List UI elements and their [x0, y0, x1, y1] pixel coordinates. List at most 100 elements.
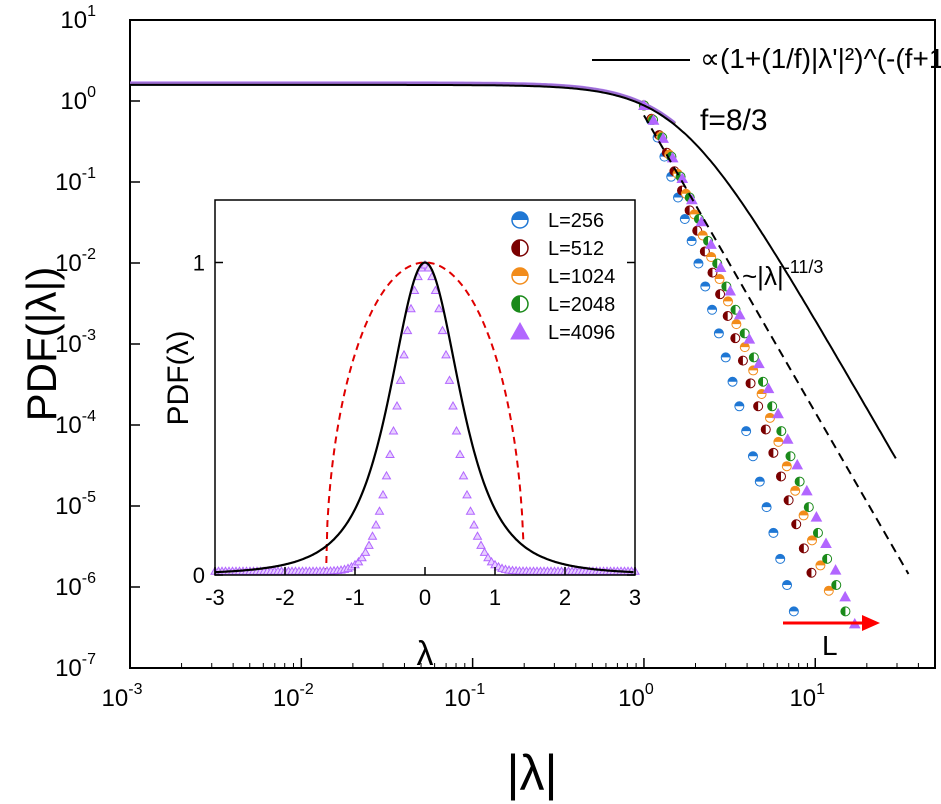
marker-fill: [714, 328, 724, 334]
legend-label-L=2048: L=2048: [548, 294, 615, 316]
main-point-L=4096: [762, 382, 775, 394]
inset-y-tick-label: 1: [193, 251, 205, 276]
main-power-law-line: [643, 114, 910, 575]
inset-y-tick-label: 0: [193, 563, 205, 588]
main-point-L=2048: [794, 476, 805, 487]
f-value-label: f=8/3: [700, 104, 768, 137]
inset-data-point: [381, 470, 392, 480]
marker-fill: [730, 333, 736, 343]
marker-fill: [753, 401, 759, 411]
inset-data-point: [388, 426, 399, 435]
marker-fill: [712, 259, 718, 269]
inset-data-point: [364, 540, 374, 549]
main-point-L=4096: [705, 238, 717, 249]
inset-data-point: [479, 547, 490, 556]
main-series-band-L=4096: [130, 81, 676, 124]
marker-fill: [776, 426, 782, 436]
inset-data-point: [378, 489, 388, 499]
inset-legend: L=256 L=512 L=1024 L=2048 L=4096: [510, 210, 615, 344]
main-point-L=1024: [722, 296, 733, 307]
main-y-tick-base: 10: [55, 574, 82, 601]
marker-fill: [694, 214, 699, 224]
marker-fill: [723, 311, 728, 321]
main-point-L=1024: [764, 412, 775, 423]
inset-data-point: [392, 401, 402, 410]
marker-fill: [731, 305, 736, 315]
marker-fill: [706, 252, 716, 258]
marker-fill: [698, 230, 708, 236]
main-point-L=2048: [785, 451, 796, 462]
main-point-L=4096: [791, 458, 804, 470]
main-y-tick-base: 10: [60, 88, 87, 115]
main-y-tick-exp: 1: [87, 3, 96, 20]
main-point-L=256: [720, 352, 731, 363]
marker-fill: [840, 606, 846, 616]
main-point-L=256: [734, 401, 745, 412]
main-point-L=2048: [776, 426, 787, 437]
inset-data-point: [374, 506, 385, 515]
main-x-tick-base: 10: [102, 685, 129, 712]
marker-fill: [715, 289, 721, 299]
main-point-L=1024: [823, 585, 834, 596]
main-x-tick-label: 10-1: [444, 681, 485, 712]
marker-fill: [740, 328, 745, 338]
inset-data-point: [451, 426, 462, 435]
main-point-L=256: [754, 476, 765, 487]
main-x-tick-base: 10: [789, 685, 816, 712]
marker-fill: [723, 296, 733, 302]
legend-marker-L=2048: [511, 295, 529, 313]
marker-fill: [746, 378, 751, 388]
inset-data-point: [469, 519, 479, 529]
main-point-L=512: [798, 543, 809, 554]
legend-label-L=512: L=512: [548, 238, 604, 260]
main-point-L=512: [737, 355, 748, 366]
legend-marker-fill: [512, 268, 528, 276]
main-y-tick-base: 10: [55, 493, 82, 520]
marker-fill: [791, 519, 797, 529]
L-arrow-head: [862, 615, 880, 631]
marker-fill: [703, 236, 709, 246]
marker-fill: [692, 226, 698, 236]
main-point-L=2048: [767, 401, 778, 412]
marker-fill: [685, 205, 690, 215]
main-y-tick-label: 101: [60, 3, 96, 34]
main-point-L=1024: [807, 535, 818, 546]
inset-data-point: [353, 556, 364, 566]
main-point-L=512: [768, 447, 779, 458]
main-point-L=1024: [781, 461, 792, 472]
inset-fit-curve: [214, 261, 634, 574]
main-point-L=4096: [657, 132, 669, 143]
main-y-tick-exp: -4: [82, 408, 96, 425]
legend-label-L=1024: L=1024: [548, 266, 615, 288]
main-point-L=256: [707, 304, 718, 315]
main-point-L=1024: [731, 319, 742, 330]
inset-x-tick-label: 3: [629, 585, 641, 610]
main-point-L=4096: [772, 407, 784, 419]
main-point-L=512: [791, 519, 802, 530]
main-x-tick-base: 10: [273, 685, 300, 712]
inset-data-point: [462, 489, 472, 499]
main-y-tick-label: 10-1: [55, 165, 96, 196]
inset-data-point: [385, 449, 395, 459]
inset-data-point: [395, 375, 406, 384]
main-point-L=256: [741, 426, 752, 437]
marker-fill: [715, 274, 725, 280]
legend-label-L=256: L=256: [548, 210, 604, 232]
marker-fill: [765, 413, 775, 418]
marker-fill: [813, 528, 818, 538]
marker-fill: [721, 281, 727, 291]
marker-fill: [748, 451, 758, 457]
main-point-L=256: [788, 606, 799, 617]
main-point-L=512: [722, 311, 733, 322]
marker-fill: [721, 352, 731, 358]
inset-data-point: [483, 552, 493, 562]
legend-marker-fill: [512, 240, 520, 256]
marker-fill: [707, 305, 717, 310]
marker-fill: [789, 606, 799, 612]
main-point-L=512: [707, 267, 718, 278]
main-y-tick-exp: -2: [82, 246, 96, 263]
main-point-L=512: [775, 471, 786, 482]
inset-data-point: [448, 401, 458, 410]
main-point-L=256: [693, 258, 704, 269]
main-y-tick-label: 10-3: [55, 327, 96, 358]
